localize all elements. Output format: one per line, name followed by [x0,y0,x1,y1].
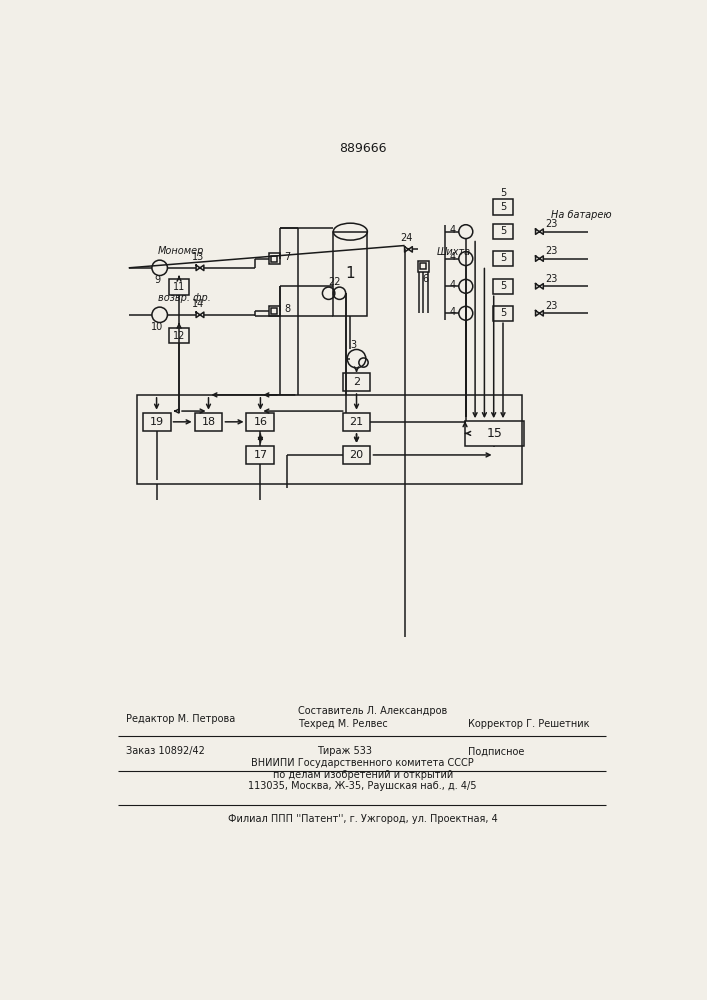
Text: 4: 4 [450,225,456,235]
Text: 23: 23 [545,246,557,256]
Bar [420,263,426,269]
Text: 113035, Москва, Ж-35, Раушская наб., д. 4/5: 113035, Москва, Ж-35, Раушская наб., д. … [248,781,477,791]
Text: 889666: 889666 [339,142,387,155]
Text: Корректор Г. Решетник: Корректор Г. Решетник [468,719,590,729]
Text: 12: 12 [173,331,185,341]
Text: 24: 24 [400,233,412,243]
Bar [343,373,370,391]
Text: 5: 5 [500,188,506,198]
Text: 22: 22 [328,277,340,287]
Text: 23: 23 [545,219,557,229]
Text: 2: 2 [353,377,360,387]
Bar [271,308,277,314]
Text: 4: 4 [450,252,456,262]
Text: ВНИИПИ Государственного комитета СССР: ВНИИПИ Государственного комитета СССР [252,758,474,768]
Text: 23: 23 [545,274,557,284]
Text: 20: 20 [349,450,363,460]
Bar [493,224,513,239]
Text: 3: 3 [351,340,356,350]
Text: по делам изобретений и открытий: по делам изобретений и открытий [273,770,453,780]
Bar [493,279,513,294]
Text: На батарею: На батарею [551,210,612,220]
Text: 9: 9 [154,275,160,285]
Text: 13: 13 [192,252,204,262]
Bar [271,256,277,262]
Text: 1: 1 [346,266,355,282]
Text: 19: 19 [149,417,163,427]
Text: 5: 5 [500,308,506,318]
Bar [269,253,280,264]
Text: 10: 10 [151,322,163,332]
Text: 23: 23 [545,301,557,311]
Bar [169,279,189,295]
Bar [493,251,513,266]
Text: 5: 5 [500,281,506,291]
Text: Мономер: Мономер [158,246,204,256]
Text: 18: 18 [201,417,216,427]
Bar [169,328,189,343]
Text: Заказ 10892/42: Заказ 10892/42 [126,746,204,756]
Text: Подписное: Подписное [468,746,525,756]
Text: Составитель Л. Александров: Составитель Л. Александров [298,706,447,716]
Bar [333,232,368,316]
Text: 16: 16 [253,417,267,427]
Text: 14: 14 [192,299,204,309]
Text: 4: 4 [450,307,456,317]
Bar [493,199,513,215]
Text: Шихта: Шихта [436,247,470,257]
Text: Филиал ППП ''Патент'', г. Ужгород, ул. Проектная, 4: Филиал ППП ''Патент'', г. Ужгород, ул. П… [228,814,498,824]
Bar [194,413,223,431]
Text: 5: 5 [500,202,506,212]
Bar [247,446,274,464]
Text: 7: 7 [284,252,291,262]
Bar [493,306,513,321]
Text: 15: 15 [486,427,503,440]
Text: возвр. фр.: возвр. фр. [158,293,211,303]
Text: Техред М. Релвес: Техред М. Релвес [298,719,387,729]
Bar [269,306,280,316]
Text: 11: 11 [173,282,185,292]
Bar [247,413,274,431]
Text: 5: 5 [500,253,506,263]
Text: 21: 21 [349,417,363,427]
Bar [137,395,522,484]
Text: 17: 17 [253,450,267,460]
Bar [343,446,370,464]
Text: 4: 4 [450,280,456,290]
Text: 5: 5 [500,226,506,236]
Bar [343,413,370,431]
Text: Редактор М. Петрова: Редактор М. Петрова [126,714,235,724]
Text: Тираж 533: Тираж 533 [317,746,372,756]
Bar [465,421,524,446]
Bar [418,261,428,272]
Text: 6: 6 [423,274,428,284]
Bar [143,413,170,431]
Text: 8: 8 [284,304,291,314]
